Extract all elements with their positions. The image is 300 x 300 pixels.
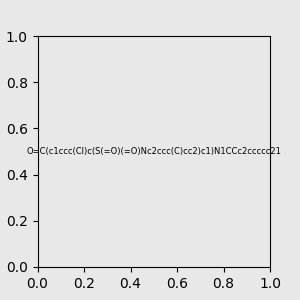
Text: O=C(c1ccc(Cl)c(S(=O)(=O)Nc2ccc(C)cc2)c1)N1CCc2ccccc21: O=C(c1ccc(Cl)c(S(=O)(=O)Nc2ccc(C)cc2)c1)…: [26, 147, 281, 156]
